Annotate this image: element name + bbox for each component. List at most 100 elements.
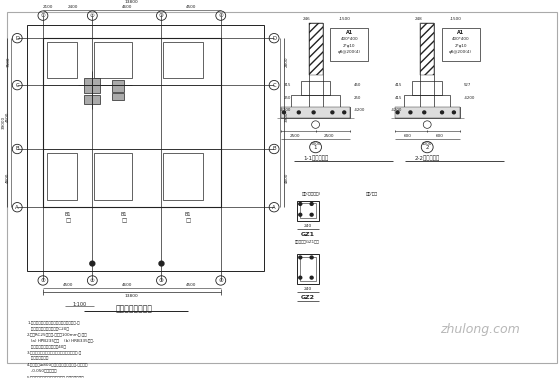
Text: ③: ③ <box>159 13 164 18</box>
Circle shape <box>299 276 302 279</box>
Text: φ8@200(4): φ8@200(4) <box>338 50 361 54</box>
Text: B1: B1 <box>185 212 192 217</box>
Circle shape <box>310 213 313 216</box>
Text: 250: 250 <box>283 96 291 100</box>
Bar <box>442 28 479 61</box>
Text: -4700: -4700 <box>279 108 291 112</box>
Text: 7500: 7500 <box>6 56 10 67</box>
Text: C: C <box>272 83 276 88</box>
Text: 钢筋/箍筋: 钢筋/箍筋 <box>366 191 378 195</box>
Text: -4200: -4200 <box>354 108 366 112</box>
Text: 2.基础RC25混凝土,基础厚100mm处,钢筋: 2.基础RC25混凝土,基础厚100mm处,钢筋 <box>27 332 88 336</box>
Bar <box>421 23 434 75</box>
Circle shape <box>159 261 164 266</box>
Bar <box>94 153 132 200</box>
Text: ④: ④ <box>218 13 223 18</box>
Text: -1500: -1500 <box>338 17 350 22</box>
Circle shape <box>299 256 302 259</box>
Text: -0.050处应施设。: -0.050处应施设。 <box>27 369 57 373</box>
Text: B1: B1 <box>64 212 71 217</box>
Bar <box>281 107 350 118</box>
Circle shape <box>282 111 286 114</box>
Bar <box>281 107 350 118</box>
Text: 600: 600 <box>436 134 444 138</box>
Text: 415: 415 <box>395 96 403 100</box>
Text: 允许超出规定。: 允许超出规定。 <box>27 356 48 360</box>
Text: 4500: 4500 <box>186 283 197 287</box>
Bar <box>421 23 434 108</box>
Text: 4.基础宽度≥800时：主筋应按设计说明,每净距离: 4.基础宽度≥800时：主筋应按设计说明,每净距离 <box>27 363 88 367</box>
Text: -4200: -4200 <box>391 108 403 112</box>
Text: B: B <box>272 147 276 152</box>
Text: zhulong.com: zhulong.com <box>440 323 520 336</box>
Text: 1000: 1000 <box>422 143 432 146</box>
Text: 39000: 39000 <box>1 116 6 129</box>
Text: 1:100: 1:100 <box>72 302 87 307</box>
Bar <box>297 201 319 221</box>
Text: 450: 450 <box>354 83 362 87</box>
Text: 400*400: 400*400 <box>452 37 470 41</box>
Bar <box>300 257 316 281</box>
Text: 圈梁与基础GZ1合并: 圈梁与基础GZ1合并 <box>295 239 320 243</box>
Text: 4600: 4600 <box>122 283 132 287</box>
Text: 13800: 13800 <box>125 0 139 5</box>
Text: 2800: 2800 <box>285 56 289 67</box>
Text: ②: ② <box>90 13 95 18</box>
Bar <box>85 94 100 104</box>
Bar <box>164 42 203 77</box>
Bar <box>47 42 77 77</box>
Text: ①: ① <box>40 278 45 283</box>
Bar <box>395 107 460 118</box>
Circle shape <box>90 261 95 266</box>
Text: 13800: 13800 <box>125 294 139 297</box>
Text: D: D <box>15 36 19 41</box>
Text: φ8@200(4): φ8@200(4) <box>449 50 472 54</box>
Text: A: A <box>272 205 276 210</box>
Text: 600: 600 <box>404 134 412 138</box>
Text: A1: A1 <box>346 30 353 35</box>
Text: ②: ② <box>90 278 95 283</box>
Bar <box>112 93 124 100</box>
Text: 400*400: 400*400 <box>340 37 358 41</box>
Text: 2400: 2400 <box>67 5 78 9</box>
Bar <box>164 153 203 200</box>
Bar <box>291 96 340 107</box>
Text: 4600: 4600 <box>122 5 132 9</box>
Bar <box>47 153 77 200</box>
Text: 415: 415 <box>395 83 403 87</box>
Circle shape <box>331 111 334 114</box>
Circle shape <box>310 256 313 259</box>
Bar <box>27 25 264 271</box>
Circle shape <box>297 111 300 114</box>
Text: 1-1基础剖面图: 1-1基础剖面图 <box>303 156 328 161</box>
Bar <box>85 77 100 93</box>
Bar <box>112 81 124 92</box>
Text: 5000: 5000 <box>310 143 321 146</box>
Text: D: D <box>272 36 276 41</box>
Text: 246: 246 <box>303 17 311 22</box>
Text: 250: 250 <box>354 96 362 100</box>
Text: 2-2基础剖面图: 2-2基础剖面图 <box>414 156 440 161</box>
Circle shape <box>310 276 313 279</box>
Text: ①: ① <box>40 13 45 18</box>
Bar <box>404 96 450 107</box>
Text: 315: 315 <box>283 83 291 87</box>
Text: 4500: 4500 <box>186 5 197 9</box>
Text: 基础钢筋保护层净距离为40。: 基础钢筋保护层净距离为40。 <box>27 344 66 348</box>
Text: 基础层结构布置图: 基础层结构布置图 <box>115 304 152 313</box>
Text: □: □ <box>185 218 191 223</box>
Text: A: A <box>16 205 19 210</box>
Text: 2: 2 <box>426 145 429 150</box>
Text: 1.未注明的基础底面标高均为基础设计说明,基: 1.未注明的基础底面标高均为基础设计说明,基 <box>27 320 80 324</box>
Bar <box>43 38 221 207</box>
Text: 2*φ10: 2*φ10 <box>455 44 467 48</box>
Text: □: □ <box>122 218 127 223</box>
Text: 2*φ10: 2*φ10 <box>343 44 356 48</box>
Text: 4800: 4800 <box>285 173 289 183</box>
Text: -1500: -1500 <box>450 17 462 22</box>
Text: 4500: 4500 <box>6 112 10 122</box>
Bar <box>297 254 319 284</box>
Text: GZ1: GZ1 <box>301 232 315 237</box>
Text: (a) HPB235钢筋    (b) HRB335钢筋,: (a) HPB235钢筋 (b) HRB335钢筋, <box>27 338 94 342</box>
Text: GZ2: GZ2 <box>301 295 315 300</box>
